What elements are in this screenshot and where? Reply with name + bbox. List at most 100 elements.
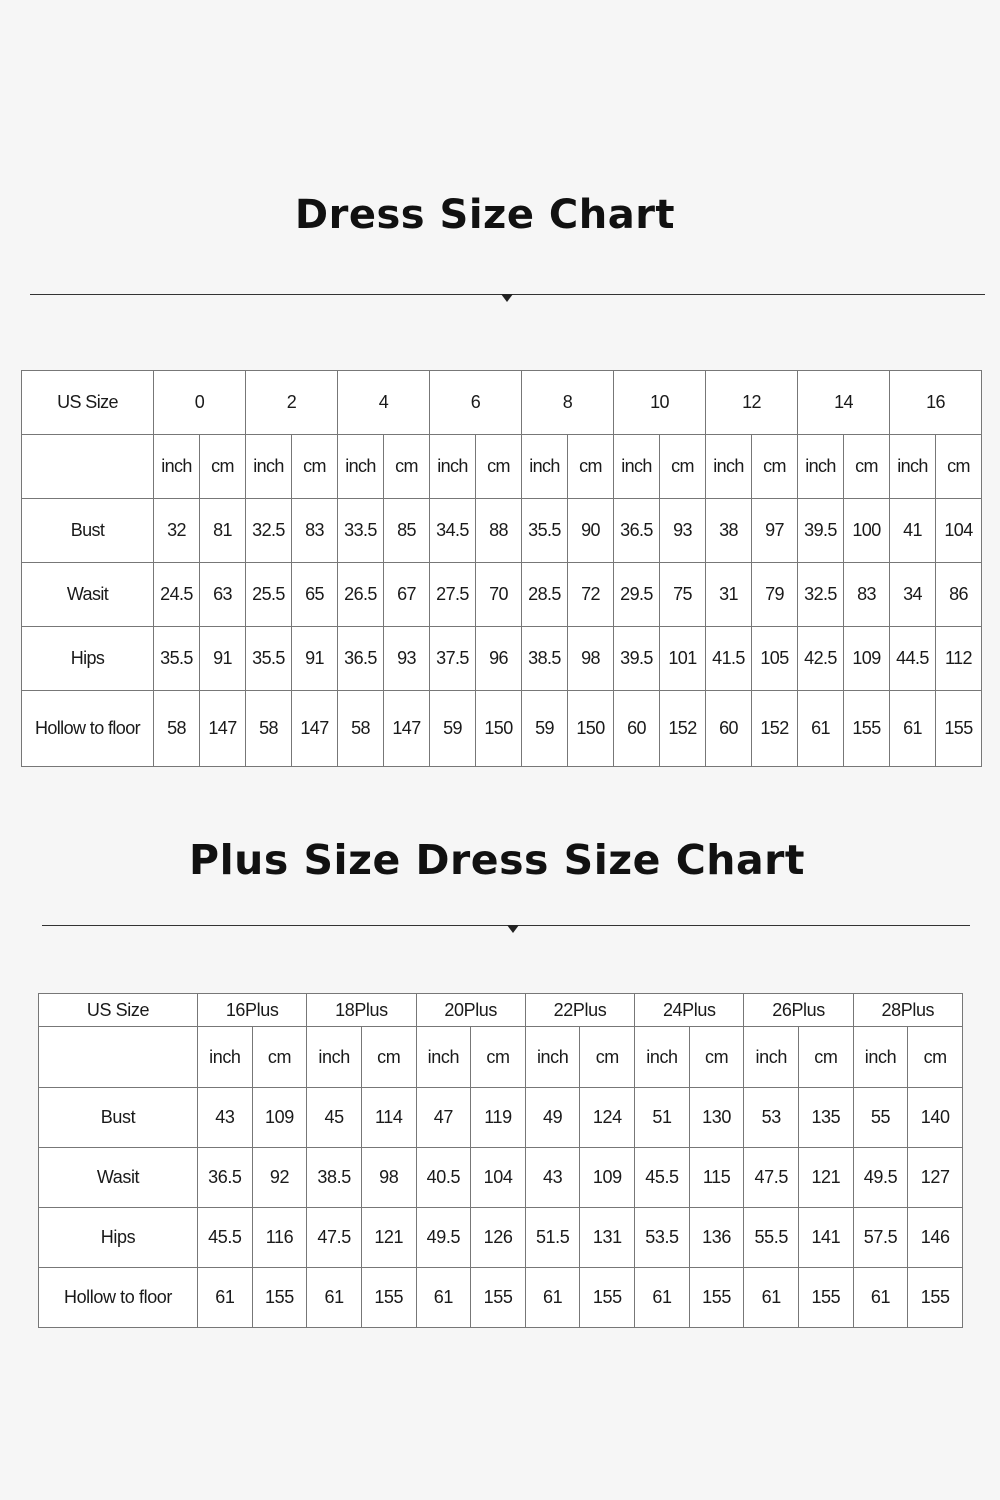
value-cell: 41.5 — [705, 626, 752, 691]
value-cell: 38.5 — [306, 1147, 362, 1208]
value-cell: 88 — [475, 498, 522, 563]
value-cell: 79 — [751, 562, 798, 627]
value-cell: 121 — [798, 1147, 854, 1208]
value-cell: 147 — [291, 690, 338, 767]
value-cell: 39.5 — [613, 626, 660, 691]
value-cell: 44.5 — [889, 626, 936, 691]
unit-cell: cm — [579, 1026, 636, 1088]
value-cell: 31 — [705, 562, 752, 627]
value-cell: 109 — [843, 626, 890, 691]
value-cell: 155 — [688, 1267, 745, 1328]
value-cell: 86 — [935, 562, 982, 627]
value-cell: 155 — [470, 1267, 526, 1328]
value-cell: 105 — [751, 626, 798, 691]
unit-cell: inch — [852, 1026, 909, 1088]
size-header-cell: 6 — [429, 370, 522, 435]
size-header-cell: 22Plus — [524, 993, 636, 1027]
value-cell: 36.5 — [197, 1147, 253, 1208]
value-cell: 93 — [659, 498, 706, 563]
size-header-cell: 2 — [245, 370, 338, 435]
value-cell: 51.5 — [524, 1207, 581, 1268]
value-cell: 41 — [889, 498, 936, 563]
value-cell: 47 — [415, 1087, 472, 1148]
table-row: Hollow to floor 61 155 61 155 61 155 61 155 61 155… — [38, 1267, 963, 1328]
value-cell: 61 — [852, 1267, 909, 1328]
unit-cell: cm — [567, 434, 614, 499]
value-cell: 35.5 — [153, 626, 200, 691]
value-cell: 29.5 — [613, 562, 660, 627]
unit-cell: cm — [470, 1026, 526, 1088]
value-cell: 155 — [935, 690, 982, 767]
size-header-cell: 28Plus — [852, 993, 964, 1027]
size-header-cell: 16 — [889, 370, 982, 435]
value-cell: 58 — [153, 690, 200, 767]
value-cell: 147 — [199, 690, 246, 767]
value-cell: 155 — [579, 1267, 636, 1328]
table-row: Bust 43 109 45 114 47 119 49 124 51 130 53 135 55 140 — [38, 1087, 963, 1148]
unit-cell: cm — [688, 1026, 745, 1088]
value-cell: 51 — [634, 1087, 690, 1148]
value-cell: 155 — [251, 1267, 308, 1328]
unit-cell: inch — [521, 434, 568, 499]
row-label-cell: Hollow to floor — [21, 690, 154, 767]
value-cell: 75 — [659, 562, 706, 627]
value-cell: 55.5 — [743, 1207, 800, 1268]
table-row: Hips 35.5 91 35.5 91 36.5 93 37.5 96 38.5 98 39.5 10… — [21, 626, 982, 691]
value-cell: 131 — [579, 1207, 636, 1268]
value-cell: 35.5 — [245, 626, 292, 691]
size-header-cell: 20Plus — [415, 993, 526, 1027]
value-cell: 59 — [521, 690, 568, 767]
unit-cell: inch — [634, 1026, 690, 1088]
unit-cell: cm — [907, 1026, 963, 1088]
value-cell: 47.5 — [306, 1207, 362, 1268]
value-cell: 63 — [199, 562, 246, 627]
unit-cell: cm — [935, 434, 982, 499]
value-cell: 155 — [907, 1267, 963, 1328]
value-cell: 150 — [475, 690, 522, 767]
unit-cell: inch — [415, 1026, 472, 1088]
value-cell: 60 — [613, 690, 660, 767]
divider-arrow-icon — [507, 925, 519, 933]
value-cell: 61 — [415, 1267, 472, 1328]
value-cell: 126 — [470, 1207, 526, 1268]
value-cell: 24.5 — [153, 562, 200, 627]
value-cell: 98 — [360, 1147, 417, 1208]
value-cell: 140 — [907, 1087, 963, 1148]
unit-cell: cm — [659, 434, 706, 499]
unit-cell: inch — [797, 434, 844, 499]
unit-cell: inch — [705, 434, 752, 499]
value-cell: 130 — [688, 1087, 745, 1148]
value-cell: 83 — [291, 498, 338, 563]
unit-cell: cm — [383, 434, 430, 499]
value-cell: 67 — [383, 562, 430, 627]
unit-cell: inch — [613, 434, 660, 499]
row-label-cell: Hips — [38, 1207, 198, 1268]
size-header-cell: 12 — [705, 370, 798, 435]
value-cell: 155 — [798, 1267, 854, 1328]
value-cell: 119 — [470, 1087, 526, 1148]
value-cell: 147 — [383, 690, 430, 767]
value-cell: 58 — [337, 690, 384, 767]
value-cell: 152 — [659, 690, 706, 767]
table-row: Hollow to floor 58 147 58 147 58 147 59 150 59 150… — [21, 690, 982, 767]
value-cell: 104 — [470, 1147, 526, 1208]
unit-cell: cm — [843, 434, 890, 499]
unit-cell: inch — [153, 434, 200, 499]
value-cell: 70 — [475, 562, 522, 627]
empty-cell — [38, 1026, 198, 1088]
value-cell: 150 — [567, 690, 614, 767]
value-cell: 127 — [907, 1147, 963, 1208]
table-row: Hips 45.5 116 47.5 121 49.5 126 51.5 131 53.5 136 5… — [38, 1207, 963, 1268]
row-label-cell: Hollow to floor — [38, 1267, 198, 1328]
size-header-row: US Size 0 2 4 6 8 10 12 14 16 — [21, 370, 982, 435]
size-header-cell: 18Plus — [306, 993, 417, 1027]
unit-cell: inch — [889, 434, 936, 499]
value-cell: 49.5 — [852, 1147, 909, 1208]
value-cell: 155 — [843, 690, 890, 767]
size-header-cell: 14 — [797, 370, 890, 435]
value-cell: 91 — [291, 626, 338, 691]
unit-cell: inch — [245, 434, 292, 499]
value-cell: 53.5 — [634, 1207, 690, 1268]
value-cell: 37.5 — [429, 626, 476, 691]
dress-size-table: US Size 0 2 4 6 8 10 12 14 16 inch cm inch cm inch cm in… — [21, 370, 982, 767]
